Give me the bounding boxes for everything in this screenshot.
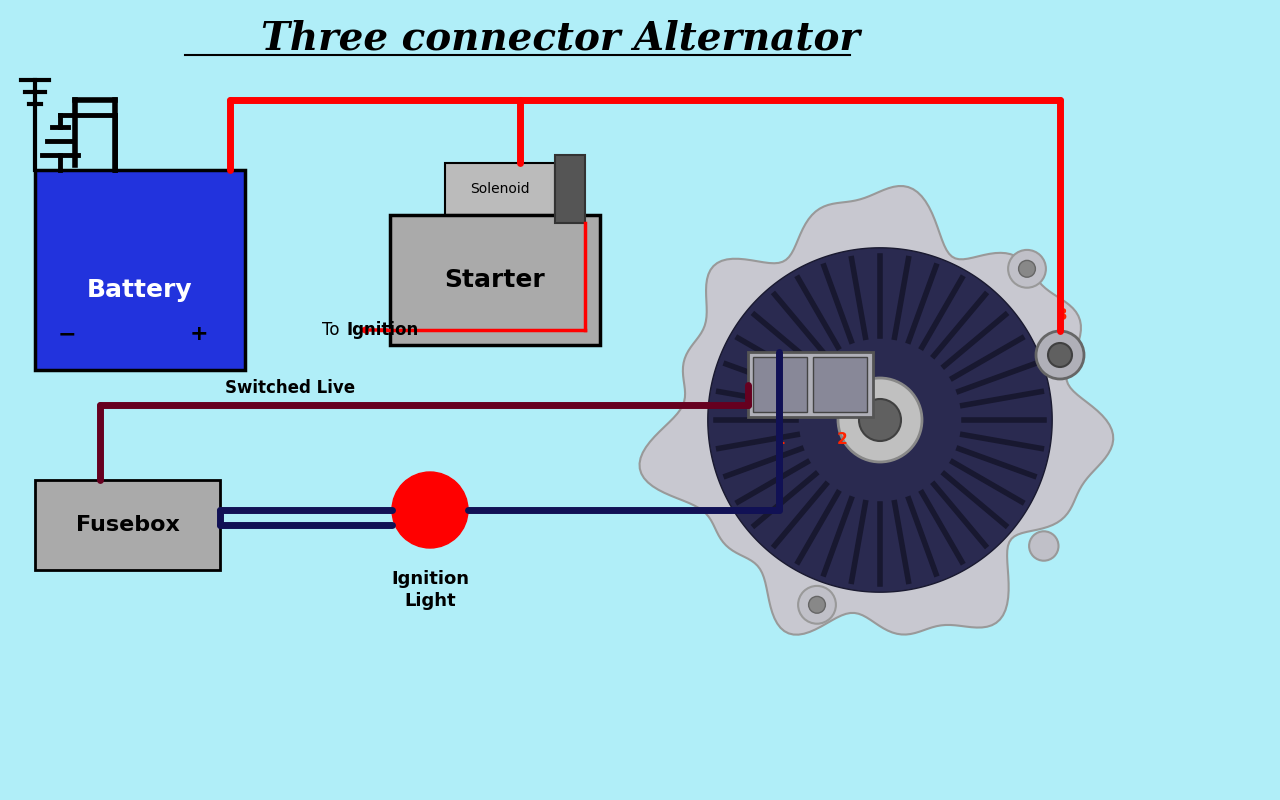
Polygon shape (640, 186, 1114, 634)
Text: 3: 3 (1057, 308, 1068, 323)
Text: Fusebox: Fusebox (76, 515, 179, 535)
Circle shape (1019, 261, 1036, 277)
Circle shape (1029, 531, 1059, 561)
Bar (753, 357, 806, 412)
Bar (35, 480, 220, 570)
Bar (35, 170, 244, 370)
Circle shape (1009, 250, 1046, 288)
Circle shape (1048, 343, 1073, 367)
Text: −: − (58, 324, 76, 344)
Circle shape (838, 378, 922, 462)
Text: Starter: Starter (444, 268, 545, 292)
Text: Ignition: Ignition (346, 321, 419, 339)
Circle shape (1036, 331, 1084, 379)
Text: Three connector Alternator: Three connector Alternator (261, 19, 859, 57)
Text: Switched Live: Switched Live (225, 379, 355, 397)
Bar (813, 357, 867, 412)
Text: To: To (323, 321, 346, 339)
Text: +: + (189, 324, 209, 344)
Bar (748, 352, 873, 417)
Bar (556, 155, 585, 223)
Text: Ignition: Ignition (390, 570, 468, 588)
Text: 1: 1 (774, 432, 785, 447)
Circle shape (392, 472, 468, 548)
Bar (445, 163, 556, 215)
Circle shape (809, 596, 826, 613)
Text: Solenoid: Solenoid (470, 182, 530, 196)
Bar (390, 215, 600, 345)
Circle shape (799, 586, 836, 624)
Text: Light: Light (404, 592, 456, 610)
Text: 2: 2 (836, 432, 847, 447)
Polygon shape (708, 248, 1052, 592)
Circle shape (859, 399, 901, 441)
Text: Battery: Battery (87, 278, 193, 302)
